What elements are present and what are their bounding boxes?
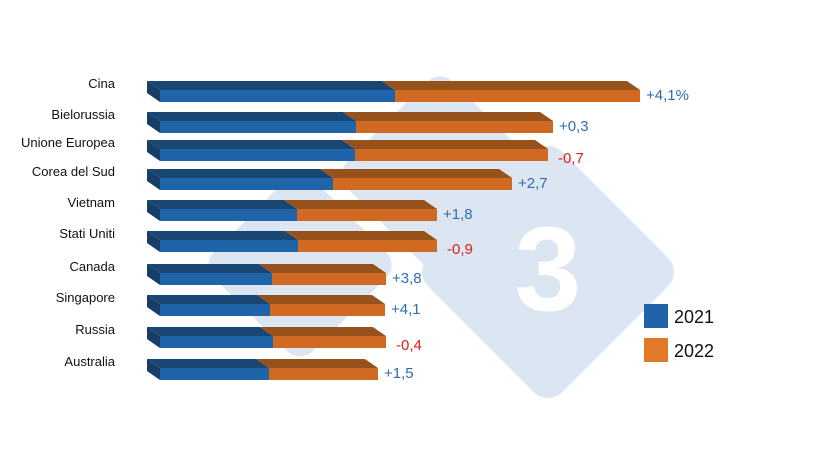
category-label: Canada (69, 259, 115, 274)
bar-2021 (160, 121, 356, 133)
bar-top-2021 (147, 169, 333, 178)
bar-2022 (298, 240, 437, 252)
data-label: +2,7 (518, 175, 548, 192)
category-label: Stati Uniti (59, 226, 115, 241)
bar-2022 (269, 368, 378, 380)
bar-side-face (147, 200, 160, 221)
bar-2022 (297, 209, 437, 221)
bar-2021 (160, 178, 333, 190)
bar-top-2021 (147, 200, 297, 209)
bar-side-face (147, 327, 160, 348)
bar-top-2022 (285, 231, 437, 240)
legend: 2021 2022 (644, 304, 714, 362)
category-label: Singapore (56, 290, 115, 305)
category-label: Vietnam (68, 195, 115, 210)
data-label: +1,5 (384, 365, 414, 382)
bar-side-face (147, 169, 160, 190)
bar-top-2021 (147, 295, 270, 304)
category-label: Australia (64, 354, 115, 369)
legend-label-2022: 2022 (674, 341, 714, 361)
bar-2022 (356, 121, 553, 133)
bar-top-2022 (343, 112, 553, 121)
bar-side-face (147, 264, 160, 285)
bar-2022 (333, 178, 512, 190)
bar-2021 (160, 209, 297, 221)
bars-group: Cina +4,1% Bielorussia +0,3 Unione Europea -0… (21, 76, 689, 382)
bar-2021 (160, 149, 355, 161)
bar-2022 (395, 90, 640, 102)
bar-2021 (160, 304, 270, 316)
data-label: +0,3 (559, 118, 589, 135)
legend-swatch-2022 (644, 338, 668, 362)
bar-top-2021 (147, 231, 298, 240)
data-label: +4,1% (646, 87, 689, 104)
bar-2022 (270, 304, 385, 316)
legend-swatch-2021 (644, 304, 668, 328)
bar-top-2022 (342, 140, 548, 149)
category-label: Cina (88, 76, 116, 91)
bar-top-2021 (147, 81, 395, 90)
bar-top-2021 (147, 140, 355, 149)
bar-top-2022 (320, 169, 512, 178)
bar-2022 (273, 336, 386, 348)
bar-2021 (160, 273, 272, 285)
bar-top-2022 (260, 327, 386, 336)
bar-side-face (147, 112, 160, 133)
bar-top-2022 (259, 264, 386, 273)
bar-2022 (272, 273, 386, 285)
bar-2022 (355, 149, 548, 161)
bar-top-2021 (147, 327, 273, 336)
category-label: Russia (75, 322, 116, 337)
category-label: Bielorussia (51, 107, 115, 122)
bar-side-face (147, 231, 160, 252)
category-label: Corea del Sud (32, 164, 115, 179)
legend-label-2021: 2021 (674, 307, 714, 327)
bar-top-2022 (382, 81, 640, 90)
data-label: +4,1 (391, 301, 421, 318)
bar-top-2022 (284, 200, 437, 209)
bar-top-2022 (257, 295, 385, 304)
bar-top-2021 (147, 112, 356, 121)
watermark-text: 3 (515, 202, 582, 336)
data-label: +3,8 (392, 270, 422, 287)
bar-2021 (160, 90, 395, 102)
data-label: +1,8 (443, 206, 473, 223)
bar-top-2021 (147, 264, 272, 273)
bar-2021 (160, 336, 273, 348)
data-label: -0,4 (396, 337, 422, 354)
bar-top-2022 (256, 359, 378, 368)
bar-side-face (147, 81, 160, 102)
data-label: -0,7 (558, 150, 584, 167)
category-label: Unione Europea (21, 135, 116, 150)
bar-2021 (160, 368, 269, 380)
bar-side-face (147, 140, 160, 161)
bar-side-face (147, 359, 160, 380)
data-label: -0,9 (447, 241, 473, 258)
watermark-diamond-large (421, 145, 675, 399)
bar-2021 (160, 240, 298, 252)
bar-top-2021 (147, 359, 269, 368)
bar-side-face (147, 295, 160, 316)
